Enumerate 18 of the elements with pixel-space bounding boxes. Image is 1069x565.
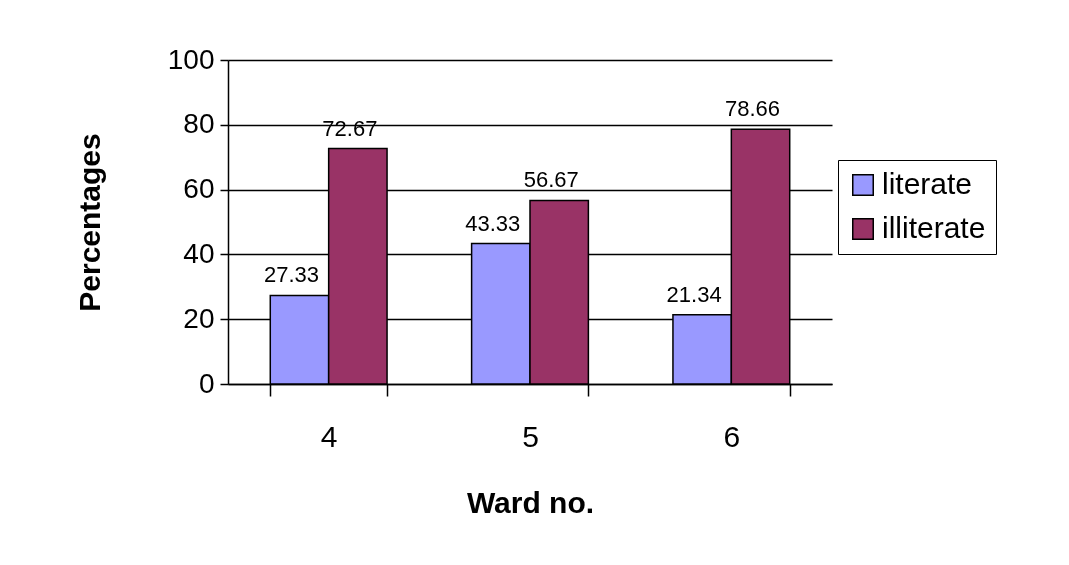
data-label: 78.66 bbox=[725, 96, 781, 122]
legend-label: literate bbox=[882, 167, 973, 200]
legend-label: illiterate bbox=[882, 211, 986, 244]
x-axis-title: Ward no. bbox=[466, 485, 595, 519]
y-tick-label: 100 bbox=[167, 43, 215, 75]
y-tick-label: 80 bbox=[183, 108, 215, 140]
y-tick-label: 0 bbox=[198, 367, 215, 399]
data-label: 21.34 bbox=[666, 281, 722, 307]
y-axis-title: Percentages bbox=[72, 133, 106, 312]
y-tick-label: 40 bbox=[183, 237, 215, 269]
x-tick-label: 5 bbox=[522, 419, 539, 453]
y-tick-label: 60 bbox=[183, 173, 215, 205]
x-tick-label: 4 bbox=[320, 419, 338, 453]
data-label: 56.67 bbox=[523, 167, 579, 193]
x-tick-label: 6 bbox=[723, 419, 741, 453]
y-tick-label: 20 bbox=[183, 302, 215, 334]
data-label: 27.33 bbox=[263, 262, 319, 288]
data-label: 43.33 bbox=[465, 210, 521, 236]
